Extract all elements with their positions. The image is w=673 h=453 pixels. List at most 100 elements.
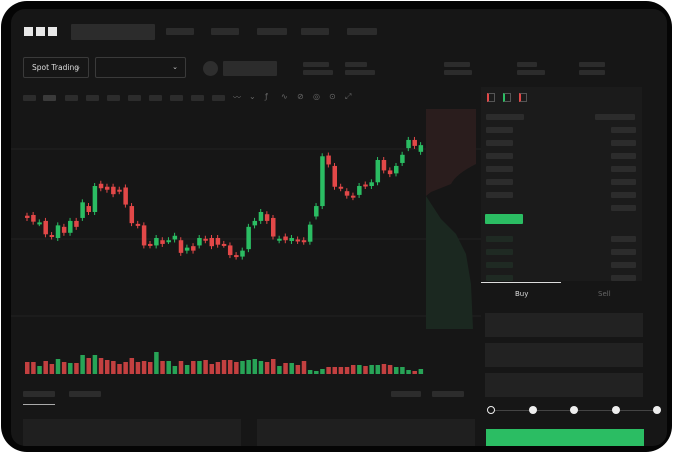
bid-price [486,249,513,255]
amount-input[interactable] [485,343,643,367]
volume-bar [86,358,91,374]
volume-bar [135,362,141,374]
filter-button[interactable] [432,391,464,397]
slider-step[interactable] [528,406,537,414]
volume-bar [412,371,417,374]
timeframe-button[interactable] [65,95,78,101]
pen-icon[interactable]: ⊘ [297,92,304,101]
pair-select[interactable]: ⌄ [95,57,186,78]
candlestick-chart[interactable] [11,104,481,384]
tab-open-orders[interactable] [23,391,55,397]
bid-price [486,262,513,268]
orderbook-view-icon[interactable] [503,93,511,102]
candle [74,220,79,227]
slider-step[interactable] [611,406,620,414]
fx-icon[interactable]: ƒ [265,92,268,101]
tab-sell[interactable]: Sell [598,290,611,298]
slider-step[interactable] [653,406,661,414]
price-input[interactable] [485,313,643,337]
timeframe-button[interactable] [191,95,204,101]
candle [277,238,282,241]
volume-bar [344,367,350,374]
slider-step[interactable] [570,406,578,414]
indicator-icon[interactable]: 〰 [233,93,241,102]
volume-bar [68,363,73,374]
candle [148,243,153,246]
volume-bar [49,364,55,374]
slider-step[interactable] [487,406,495,414]
volume-bar [394,367,399,374]
candle [264,214,270,221]
eye-icon[interactable]: ⊙ [329,92,336,101]
candle [86,206,91,212]
volume-bar [184,365,190,374]
spot-trading-select[interactable]: Spot Trading ⌄ [23,57,89,78]
indicator-icon[interactable]: ⌄ [249,92,256,101]
volume-bar [74,363,79,374]
timeframe-button[interactable] [128,95,141,101]
candle [289,238,294,241]
bid-price [486,275,513,281]
candle [117,189,122,192]
candle [227,245,233,256]
volume-bar [387,365,393,374]
tab-order-history[interactable] [69,391,101,397]
candle [37,222,42,225]
nav-item[interactable] [301,28,329,35]
volume-bar [98,358,104,374]
timeframe-button[interactable] [107,95,120,101]
volume-bar [129,358,135,374]
buy-button[interactable] [486,429,644,446]
stat-placeholder [517,70,545,75]
timeframe-button[interactable] [86,95,99,101]
timeframe-button[interactable] [43,95,56,101]
candle [172,235,178,240]
expand-icon[interactable]: ⤢ [345,92,352,101]
pair-price [223,61,277,76]
last-price [485,214,523,224]
timeframe-button[interactable] [212,95,225,101]
volume-bar [320,369,325,374]
candle [166,240,171,243]
volume-bar [246,360,251,374]
nav-item[interactable] [257,28,287,35]
bid-amount [611,262,636,268]
nav-item[interactable] [347,28,377,35]
candle [98,183,104,189]
orderbook-view-icon[interactable] [487,93,495,102]
candle [357,186,362,195]
timeframe-button[interactable] [23,95,36,101]
timeframe-button[interactable] [170,95,183,101]
volume-bar [209,364,214,374]
candle [252,220,258,226]
candle [111,186,116,195]
stat-placeholder [517,62,537,67]
buy-tab-indicator [481,282,561,283]
candle [191,246,196,251]
stat-placeholder [579,62,605,67]
ask-price [486,192,513,198]
filter-button[interactable] [391,391,421,397]
candle [49,235,55,238]
nav-item[interactable] [211,28,239,35]
spot-trading-label: Spot Trading [32,63,79,72]
volume-bar [148,362,153,374]
search-bar[interactable] [71,24,155,40]
candle [135,223,141,226]
volume-bar [25,362,30,374]
volume-bar [289,363,294,374]
line-tool-icon[interactable]: ∿ [281,92,288,101]
magnet-icon[interactable]: ◎ [313,92,320,101]
tab-buy[interactable]: Buy [515,290,529,298]
candle [160,240,165,244]
candle [344,191,350,196]
nav-item[interactable] [166,28,194,35]
orderbook-view-icon[interactable] [519,93,527,102]
candle [184,247,190,251]
volume-bar [141,361,147,374]
volume-bar [381,364,387,374]
timeframe-button[interactable] [149,95,162,101]
bid-amount [611,236,636,242]
total-input[interactable] [485,373,643,397]
